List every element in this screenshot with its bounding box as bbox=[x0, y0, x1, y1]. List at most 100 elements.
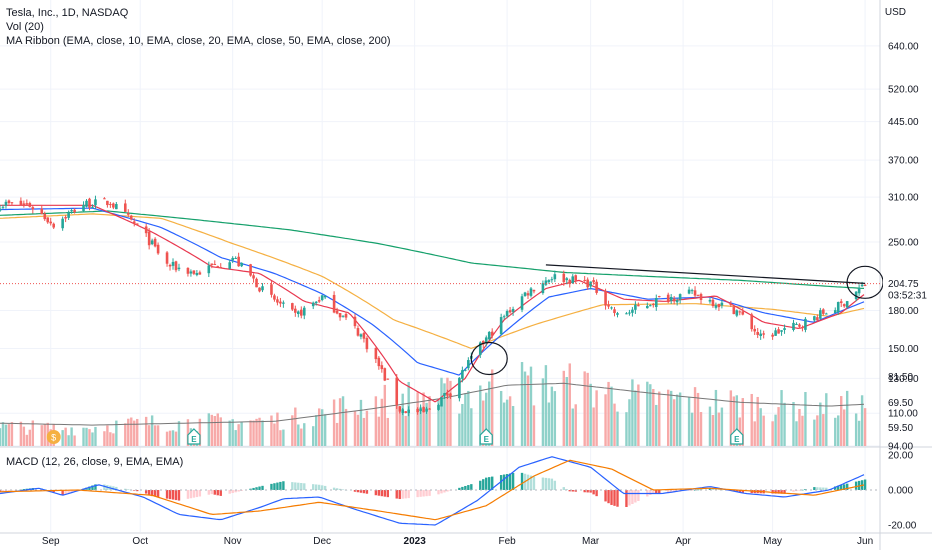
macd-histogram-bar bbox=[252, 487, 255, 490]
candle-body bbox=[73, 209, 76, 213]
candle-body bbox=[741, 311, 745, 315]
candle-body bbox=[407, 409, 410, 414]
ema200-line bbox=[0, 210, 865, 289]
candle-body bbox=[526, 293, 530, 296]
candle-body bbox=[273, 295, 276, 300]
volume-bar bbox=[171, 430, 175, 446]
macd-histogram-bar bbox=[628, 490, 631, 506]
volume-bar bbox=[505, 399, 509, 446]
volume-bar bbox=[261, 420, 264, 446]
candle-body bbox=[404, 411, 407, 413]
symbol-title[interactable]: Tesla, Inc., 1D, NASDAQ bbox=[6, 7, 129, 19]
volume-bar bbox=[231, 419, 234, 446]
candle-body bbox=[294, 308, 297, 313]
macd-histogram-bar bbox=[383, 490, 387, 497]
volume-bar bbox=[804, 392, 807, 446]
macd-histogram-bar bbox=[22, 489, 26, 490]
volume-bar bbox=[213, 416, 216, 446]
macd-histogram-bar bbox=[541, 477, 545, 490]
price-tick-label: 640.00 bbox=[888, 41, 919, 52]
volume-bar bbox=[294, 407, 297, 446]
candle-body bbox=[783, 328, 786, 330]
candle-body bbox=[231, 257, 234, 261]
volume-bar bbox=[147, 425, 151, 446]
ema10-line bbox=[0, 204, 865, 403]
time-axis-label: 2023 bbox=[404, 536, 427, 547]
candle-body bbox=[177, 267, 181, 270]
volume-bar bbox=[544, 365, 548, 446]
macd-histogram-bar bbox=[168, 490, 172, 500]
volume-bar bbox=[234, 430, 237, 446]
macd-histogram-bar bbox=[708, 488, 712, 490]
candle-body bbox=[714, 305, 718, 308]
candle-body bbox=[270, 284, 273, 295]
macd-histogram-bar bbox=[401, 490, 404, 499]
volume-bar bbox=[675, 394, 679, 446]
price-tick-label: 130.00 bbox=[888, 374, 919, 385]
volume-bar bbox=[258, 417, 261, 446]
volume-legend[interactable]: Vol (20) bbox=[6, 21, 44, 33]
candle-body bbox=[126, 213, 130, 215]
macd-histogram-bar bbox=[94, 484, 97, 490]
volume-bar bbox=[711, 414, 715, 446]
volume-bar bbox=[380, 398, 384, 446]
macd-histogram-bar bbox=[792, 490, 795, 492]
macd-histogram-bar bbox=[616, 490, 619, 507]
macd-legend[interactable]: MACD (12, 26, close, 9, EMA, EMA) bbox=[6, 456, 184, 468]
candle-body bbox=[252, 275, 255, 279]
macd-histogram-bar bbox=[273, 483, 276, 490]
candle-body bbox=[207, 265, 211, 274]
candle-body bbox=[135, 223, 139, 225]
macd-histogram-bar bbox=[207, 490, 211, 495]
time-axis-label: Jun bbox=[857, 536, 873, 547]
candle-body bbox=[774, 330, 777, 336]
volume-bar bbox=[562, 370, 565, 446]
candle-body bbox=[604, 291, 607, 306]
macd-histogram-bar bbox=[854, 481, 858, 490]
macd-histogram-bar bbox=[610, 490, 613, 505]
macd-histogram-bar bbox=[282, 481, 285, 490]
price-tick-label: 250.00 bbox=[888, 237, 919, 248]
volume-bar bbox=[276, 412, 279, 446]
candle-body bbox=[88, 198, 91, 208]
macd-histogram-bar bbox=[416, 490, 419, 498]
earnings-marker-icon bbox=[479, 428, 493, 445]
macd-histogram-bar bbox=[64, 490, 67, 495]
macd-histogram-bar bbox=[323, 485, 327, 490]
macd-histogram-bar bbox=[294, 482, 297, 490]
macd-histogram-bar bbox=[362, 490, 366, 494]
volume-bar bbox=[464, 393, 467, 446]
currency-label[interactable]: USD bbox=[884, 7, 906, 18]
volume-bar bbox=[720, 407, 724, 446]
split-marker-icon bbox=[46, 430, 61, 444]
candle-body bbox=[520, 296, 524, 310]
macd-histogram-bar bbox=[136, 490, 139, 492]
volume-bar bbox=[526, 375, 530, 446]
candle-body bbox=[583, 279, 586, 281]
macd-histogram-bar bbox=[741, 490, 744, 493]
candle-body bbox=[255, 278, 258, 288]
candle-body bbox=[842, 304, 846, 307]
candle-body bbox=[440, 397, 443, 407]
trendline-annotation bbox=[545, 264, 866, 284]
volume-bar bbox=[854, 413, 858, 446]
candle-body bbox=[299, 309, 303, 316]
candle-body bbox=[610, 307, 613, 309]
macd-histogram-bar bbox=[279, 481, 282, 490]
macd-tick-label: -20.00 bbox=[888, 521, 917, 532]
candle-body bbox=[607, 304, 610, 307]
volume-bar bbox=[40, 425, 43, 446]
candle-body bbox=[801, 327, 804, 329]
macd-histogram-bar bbox=[422, 490, 425, 497]
candle-body bbox=[216, 266, 220, 268]
macd-histogram-bar bbox=[488, 477, 491, 490]
ma-ribbon-legend[interactable]: MA Ribbon (EMA, close, 10, EMA, close, 2… bbox=[6, 35, 391, 47]
candle-body bbox=[395, 377, 399, 405]
macd-histogram-bar bbox=[73, 490, 76, 492]
candle-body bbox=[171, 261, 175, 266]
macd-histogram-bar bbox=[419, 490, 422, 497]
candle-body bbox=[565, 278, 569, 281]
volume-bar bbox=[646, 381, 649, 446]
macd-histogram-bar bbox=[88, 486, 91, 490]
